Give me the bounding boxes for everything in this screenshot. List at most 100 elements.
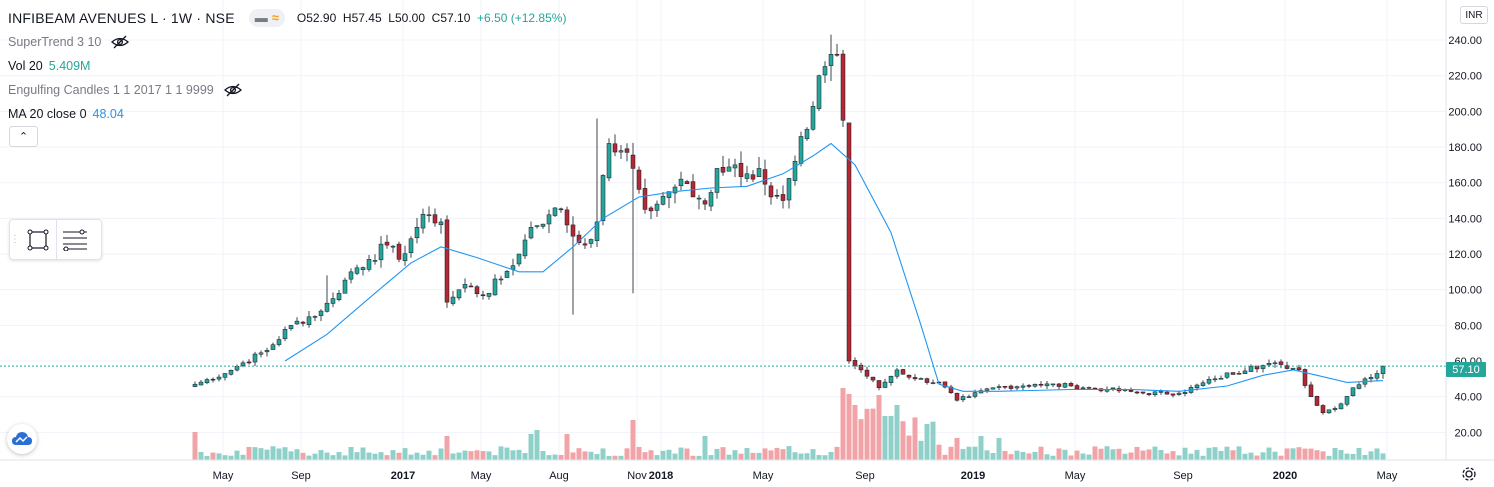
candle-body (318, 310, 324, 316)
eye-off-icon[interactable] (223, 83, 242, 97)
volume-bar (966, 446, 972, 460)
volume-bar (1254, 455, 1260, 460)
candle-body (372, 260, 378, 262)
drag-handle-icon[interactable]: ⋮ (10, 234, 20, 245)
indicator-row-ma[interactable]: MA 20 close 0 48.04 (8, 102, 566, 126)
candle-body (864, 369, 870, 377)
candle-body (600, 175, 606, 222)
candle-body (1302, 369, 1308, 386)
indicator-row-engulfing[interactable]: Engulfing Candles 1 1 2017 1 1 9999 (8, 78, 566, 102)
candle-body (534, 225, 540, 227)
volume-bar (900, 421, 906, 460)
candle-body (990, 387, 996, 390)
volume-bar (780, 449, 786, 460)
candle-body (960, 396, 966, 401)
candle-body (1332, 408, 1338, 410)
candle-body (1338, 403, 1344, 410)
candle-body (1086, 387, 1092, 389)
ohlc-close: C57.10 (431, 11, 471, 25)
volume-bar (1152, 446, 1158, 460)
volume-bar (642, 452, 648, 460)
candle-body (1050, 383, 1056, 386)
indicator-value: 5.409M (48, 59, 91, 73)
candle-body (1356, 384, 1362, 389)
candle-body (354, 267, 360, 274)
volume-bar (1242, 453, 1248, 460)
candle-body (738, 162, 744, 177)
rectangle-icon (27, 229, 49, 250)
symbol-title[interactable]: INFIBEAM AVENUES L · 1W · NSE (8, 10, 235, 26)
volume-bar (666, 449, 672, 460)
volume-bar (384, 455, 390, 460)
volume-bar (402, 448, 408, 460)
rectangle-tool-button[interactable] (20, 220, 56, 259)
candle-body (456, 289, 462, 299)
candle-body (984, 388, 990, 391)
symbol-pill[interactable]: ▬ ≈ (248, 9, 285, 27)
volume-bar (210, 452, 216, 460)
volume-bar (648, 450, 654, 460)
candle-body (324, 302, 330, 312)
x-tick-label: Aug (549, 470, 569, 482)
volume-bar (228, 455, 234, 460)
candle-body (594, 221, 600, 241)
candle-body (708, 192, 714, 207)
fib-tool-button[interactable] (57, 220, 93, 259)
volume-bar (378, 452, 384, 460)
settings-button[interactable] (1460, 465, 1478, 483)
volume-bar (696, 455, 702, 460)
volume-bar (1092, 446, 1098, 460)
x-tick-label: 2020 (1273, 470, 1297, 482)
candle-body (1062, 383, 1068, 388)
indicator-row-volume[interactable]: Vol 20 5.409M (8, 54, 566, 78)
candle-body (660, 195, 666, 205)
candle-body (906, 374, 912, 378)
candle-body (1308, 384, 1314, 397)
candle-body (696, 197, 702, 200)
volume-bar (1062, 449, 1068, 460)
candle-body (894, 369, 900, 377)
volume-bar (444, 436, 450, 460)
candle-body (924, 378, 930, 383)
candle-body (870, 376, 876, 381)
candle-body (1236, 372, 1242, 375)
volume-bar (918, 440, 924, 460)
candle-body (1110, 387, 1116, 390)
volume-bar (768, 450, 774, 460)
candle-body (636, 169, 642, 190)
collapse-legend-button[interactable]: ⌃ (9, 126, 38, 147)
volume-bar (594, 453, 600, 460)
candle-body (240, 362, 246, 366)
volume-bar (924, 424, 930, 460)
volume-bar (1086, 454, 1092, 460)
volume-bar (414, 452, 420, 460)
volume-bar (588, 451, 594, 460)
currency-badge[interactable]: INR (1460, 6, 1488, 24)
indicator-row-supertrend[interactable]: SuperTrend 3 10 (8, 30, 566, 54)
volume-bar (438, 448, 444, 460)
candle-body (618, 150, 624, 153)
volume-bar (318, 450, 324, 460)
candle-body (552, 207, 558, 216)
candle-body (474, 286, 480, 295)
volume-bar (804, 453, 810, 460)
drawing-toolbar[interactable]: ⋮ (9, 219, 102, 260)
volume-bar (990, 453, 996, 460)
ohlc-values: O52.90 H57.45 L50.00 C57.10 +6.50 (+12.8… (297, 6, 567, 30)
volume-bar (546, 455, 552, 460)
candle-body (792, 161, 798, 181)
volume-bar (1122, 453, 1128, 460)
candle-body (1242, 370, 1248, 374)
volume-bar (462, 450, 468, 460)
volume-bar (192, 432, 198, 460)
y-tick-label: 120.00 (1448, 249, 1482, 261)
candle-body (378, 243, 384, 261)
tradingview-cloud-icon (12, 432, 32, 445)
volume-bar (330, 455, 336, 460)
eye-off-icon[interactable] (111, 35, 130, 49)
tradingview-logo[interactable] (7, 424, 37, 454)
candle-body (876, 380, 882, 389)
volume-bar (1026, 453, 1032, 460)
candle-body (342, 279, 348, 294)
